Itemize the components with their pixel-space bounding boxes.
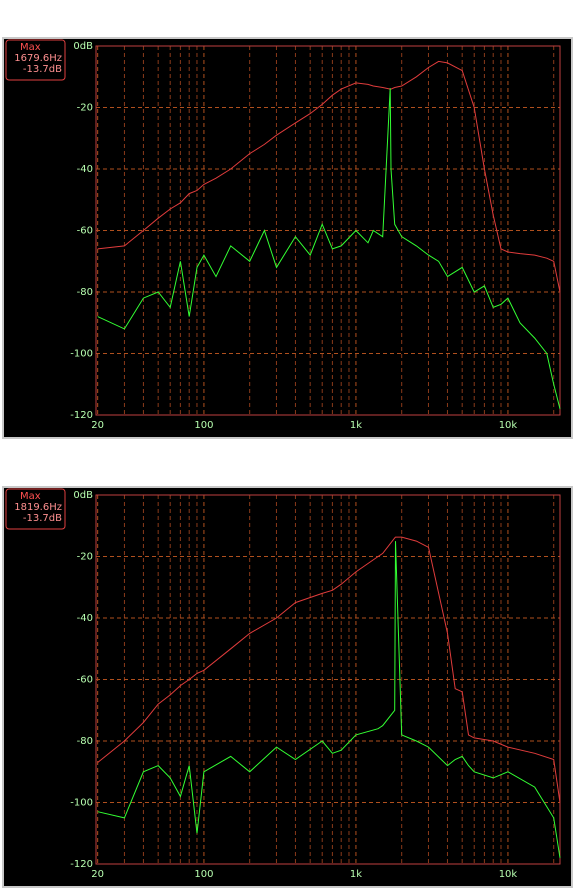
- y-tick-label: -20: [77, 552, 93, 563]
- x-tick-label: 1k: [350, 869, 362, 880]
- info-text: Max: [20, 491, 41, 502]
- plot-border: [95, 494, 561, 865]
- y-tick-label: -40: [77, 613, 93, 624]
- y-tick-label: -20: [77, 103, 93, 114]
- x-tick-label: 20: [91, 420, 104, 431]
- x-tick-label: 10k: [499, 420, 518, 431]
- info-text: 1679.6Hz: [14, 53, 62, 64]
- x-tick-label: 100: [194, 420, 213, 431]
- x-tick-label: 10k: [499, 869, 518, 880]
- y-tick-label: -80: [77, 736, 93, 747]
- panel-frame: [2, 37, 573, 439]
- y-tick-label: -120: [70, 859, 93, 870]
- y-tick-label: -100: [70, 798, 93, 809]
- plot-border: [95, 45, 561, 416]
- x-tick-label: 1k: [350, 420, 362, 431]
- y-tick-label: -80: [77, 287, 93, 298]
- spectrum-line: [97, 541, 561, 858]
- panel-frame: [2, 486, 573, 888]
- y-tick-label: -100: [70, 349, 93, 360]
- spectrum-line: [97, 60, 561, 293]
- info-text: Max: [20, 42, 41, 53]
- info-text: -13.7dB: [23, 64, 62, 75]
- y-tick-label: -40: [77, 164, 93, 175]
- y-tick-label: -60: [77, 675, 93, 686]
- spectrum-line: [97, 536, 561, 803]
- y-tick-label: 0dB: [73, 41, 93, 52]
- info-box: [5, 39, 66, 81]
- info-text: 1819.6Hz: [14, 502, 62, 513]
- info-box: [5, 488, 66, 530]
- y-tick-label: -120: [70, 410, 93, 421]
- x-tick-label: 20: [91, 869, 104, 880]
- spectrum-line: [97, 88, 561, 410]
- x-tick-label: 100: [194, 869, 213, 880]
- info-text: -13.7dB: [23, 513, 62, 524]
- y-tick-label: -60: [77, 226, 93, 237]
- y-tick-label: 0dB: [73, 490, 93, 501]
